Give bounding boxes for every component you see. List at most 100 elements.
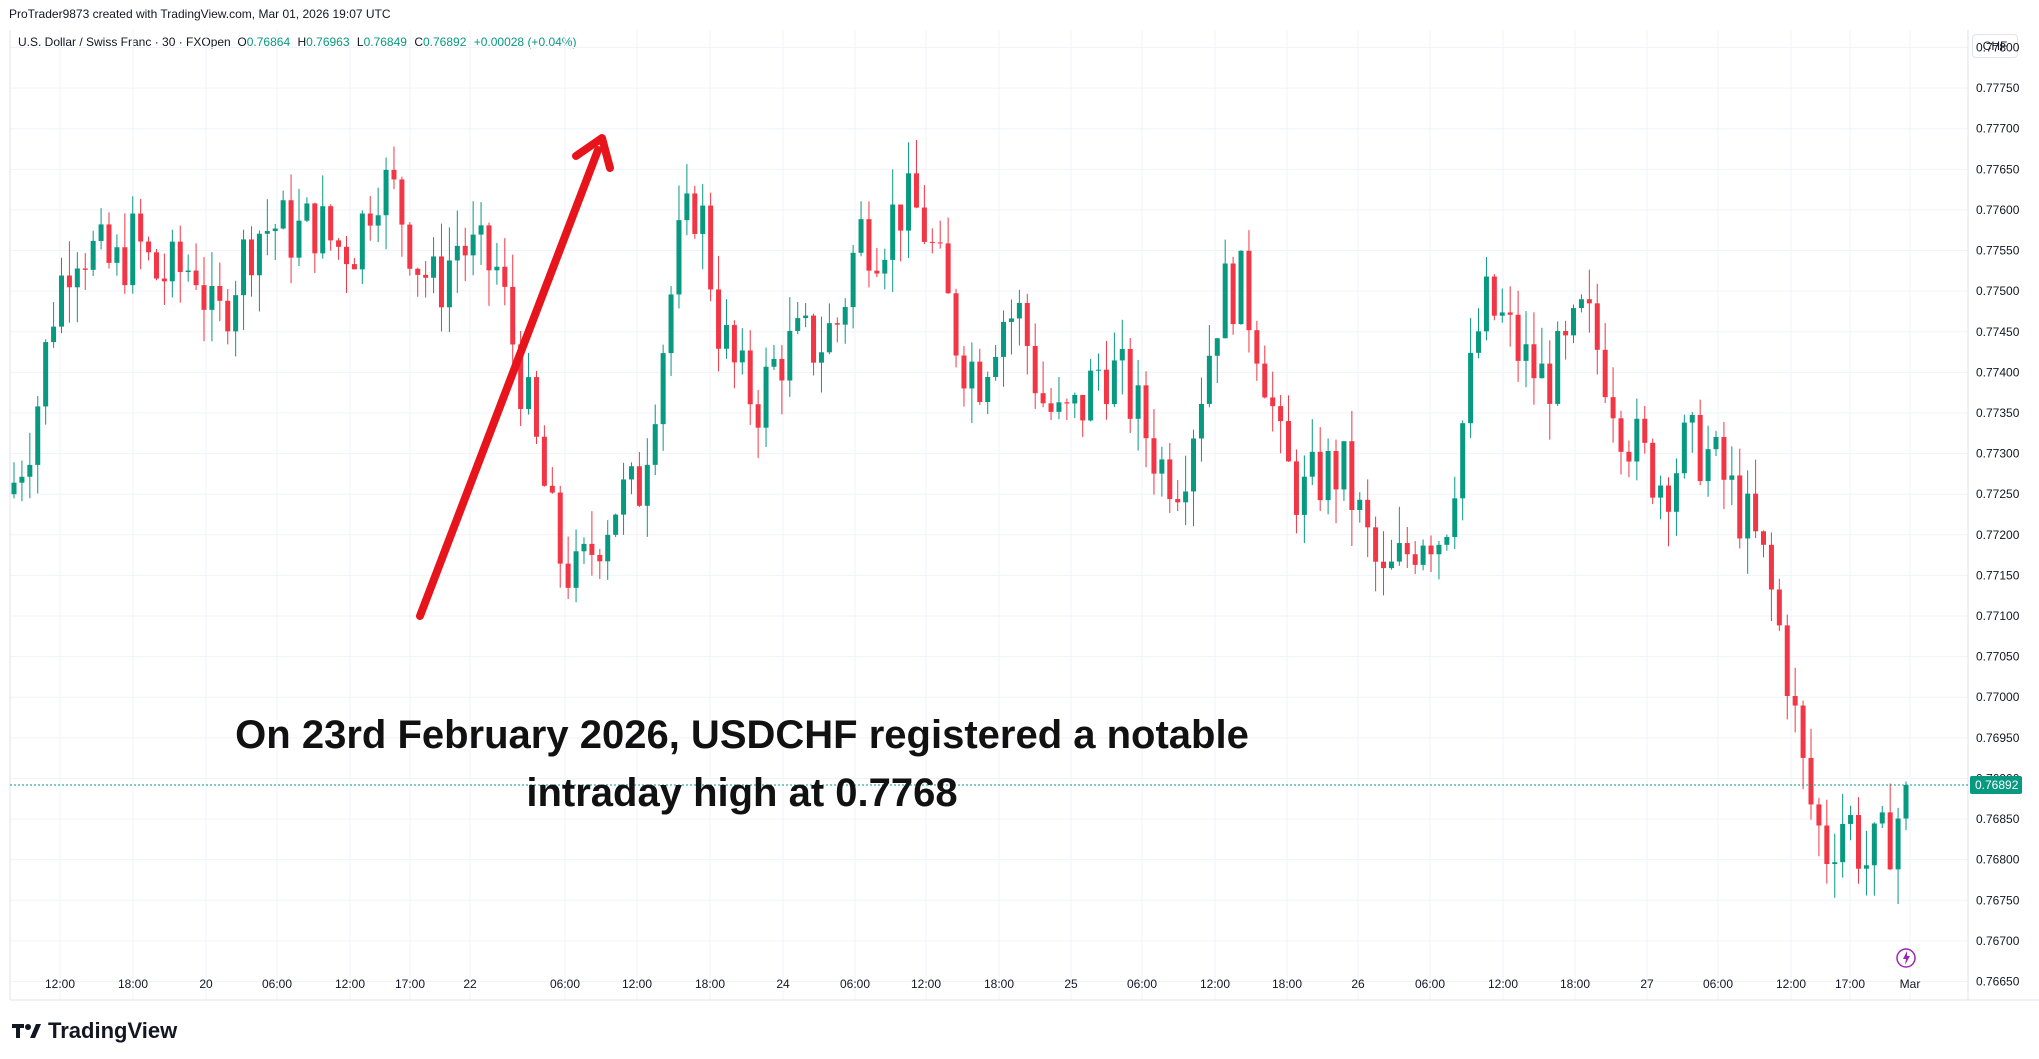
candle-body xyxy=(312,203,318,254)
price-tick-label: 0.77450 xyxy=(1976,325,2020,339)
candle-down xyxy=(1032,323,1038,409)
candle-down xyxy=(1586,269,1592,333)
candle-body xyxy=(731,325,737,363)
candle-body xyxy=(1491,276,1497,316)
candle-body xyxy=(953,293,959,356)
candle-up xyxy=(1555,321,1561,407)
candle-body xyxy=(114,247,120,263)
candle-up xyxy=(1325,438,1331,515)
candle-down xyxy=(106,212,112,269)
candle-down xyxy=(423,261,429,298)
candle-body xyxy=(1673,473,1679,512)
candle-up xyxy=(628,462,634,495)
candle-down xyxy=(177,225,183,303)
candle-down xyxy=(122,213,128,294)
candle-body xyxy=(1404,543,1410,555)
candle-down xyxy=(1040,361,1046,408)
candle-up xyxy=(850,244,856,329)
candle-down xyxy=(1721,421,1727,510)
candle-down xyxy=(945,217,951,294)
candle-up xyxy=(1008,299,1014,355)
candle-down xyxy=(1642,405,1648,454)
candle-down xyxy=(589,511,595,576)
candle-body xyxy=(906,173,912,231)
candle-up xyxy=(1420,539,1426,571)
candle-body xyxy=(945,243,951,294)
candle-up xyxy=(1895,807,1901,905)
candle-body xyxy=(850,252,856,308)
candle-body xyxy=(1539,363,1545,379)
candle-body xyxy=(1420,545,1426,565)
price-tick-label: 0.77750 xyxy=(1976,81,2020,95)
candle-down xyxy=(343,236,349,293)
candle-body xyxy=(1515,314,1521,361)
candle-body xyxy=(1214,338,1220,356)
tradingview-brand[interactable]: TradingView xyxy=(12,1018,177,1044)
close-label: C xyxy=(414,35,423,49)
candle-body xyxy=(636,466,642,506)
candle-body xyxy=(1895,818,1901,870)
candle-body xyxy=(256,233,262,276)
lightning-icon[interactable] xyxy=(1896,948,1916,968)
candle-up xyxy=(256,230,262,312)
candle-up xyxy=(613,513,619,538)
candle-up xyxy=(771,344,777,370)
currency-button[interactable]: CHF xyxy=(1972,34,2018,58)
candle-up xyxy=(842,298,848,344)
candle-down xyxy=(913,139,919,209)
candle-body xyxy=(676,220,682,295)
candle-down xyxy=(1317,427,1323,511)
candle-down xyxy=(565,536,571,600)
candle-body xyxy=(929,241,935,243)
candle-down xyxy=(1626,440,1632,478)
candle-down xyxy=(1697,399,1703,486)
time-tick-label: 18:00 xyxy=(695,977,725,991)
candle-body xyxy=(795,318,801,331)
time-tick-label: 18:00 xyxy=(1560,977,1590,991)
candle-body xyxy=(1776,589,1782,626)
candle-body xyxy=(272,228,278,232)
candle-up xyxy=(51,302,57,348)
candle-body xyxy=(763,366,769,428)
candle-up xyxy=(1096,353,1102,391)
candle-body xyxy=(462,245,468,256)
candle-body xyxy=(288,200,294,258)
candle-body xyxy=(415,268,421,275)
candle-down xyxy=(1230,256,1236,335)
candle-body xyxy=(977,361,983,403)
candle-up xyxy=(1072,392,1078,418)
candle-body xyxy=(1642,418,1648,443)
candle-up xyxy=(1848,805,1854,841)
candle-body xyxy=(1206,355,1212,404)
candle-body xyxy=(652,424,658,465)
candle-down xyxy=(399,176,405,257)
candle-body xyxy=(19,476,25,483)
candle-body xyxy=(1705,449,1711,482)
candle-body xyxy=(565,563,571,588)
candle-up xyxy=(375,187,381,243)
symbol-name[interactable]: U.S. Dollar / Swiss Franc · 30 · FXOpen xyxy=(18,35,231,49)
candle-up xyxy=(1863,830,1869,896)
price-tick-label: 0.77100 xyxy=(1976,609,2020,623)
candle-down xyxy=(312,202,318,273)
time-tick-label: 06:00 xyxy=(840,977,870,991)
candle-down xyxy=(866,201,872,288)
high-label: H xyxy=(297,35,307,49)
candle-down xyxy=(636,451,642,507)
candle-up xyxy=(676,185,682,309)
candle-down xyxy=(1816,797,1822,857)
candle-up xyxy=(1634,398,1640,481)
candle-body xyxy=(1840,823,1846,863)
price-tick-label: 0.76750 xyxy=(1976,893,2020,907)
candle-body xyxy=(27,464,33,477)
candle-down xyxy=(1531,312,1537,405)
candle-up xyxy=(1111,332,1117,408)
candle-body xyxy=(185,270,191,273)
candle-up xyxy=(58,257,64,334)
price-tick-label: 0.76850 xyxy=(1976,812,2020,826)
candle-body xyxy=(454,245,460,261)
candle-down xyxy=(510,254,516,371)
candle-down xyxy=(328,204,334,251)
candle-up xyxy=(993,344,999,381)
